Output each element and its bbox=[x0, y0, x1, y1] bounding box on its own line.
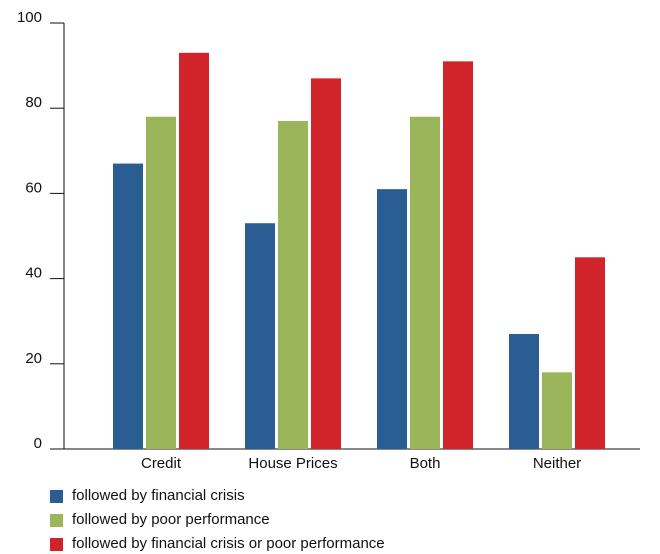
legend-label: followed by financial crisis bbox=[72, 487, 245, 504]
y-tick-label: 20 bbox=[25, 350, 42, 367]
legend-swatch bbox=[50, 514, 63, 527]
y-tick-label: 40 bbox=[25, 265, 42, 282]
bar bbox=[146, 116, 176, 449]
legend-swatch bbox=[50, 538, 63, 551]
bar bbox=[410, 116, 440, 449]
x-tick-label: Both bbox=[410, 455, 441, 472]
legend-label: followed by poor performance bbox=[72, 511, 270, 528]
x-tick-label: House Prices bbox=[248, 455, 337, 472]
bar bbox=[278, 120, 308, 449]
legend-swatch bbox=[50, 490, 63, 503]
y-tick-label: 60 bbox=[25, 179, 42, 196]
bar bbox=[245, 223, 275, 449]
legend-label: followed by financial crisis or poor per… bbox=[72, 535, 385, 552]
bar bbox=[113, 163, 143, 449]
y-tick-label: 100 bbox=[17, 9, 42, 26]
bar bbox=[542, 372, 572, 449]
bar bbox=[311, 78, 341, 449]
bar bbox=[179, 52, 209, 449]
x-tick-label: Credit bbox=[141, 455, 182, 472]
bar bbox=[509, 333, 539, 449]
bar bbox=[443, 61, 473, 450]
bar bbox=[377, 189, 407, 449]
y-tick-label: 80 bbox=[25, 94, 42, 111]
x-tick-label: Neither bbox=[533, 455, 581, 472]
bar bbox=[575, 257, 605, 449]
y-tick-label: 0 bbox=[34, 435, 42, 452]
